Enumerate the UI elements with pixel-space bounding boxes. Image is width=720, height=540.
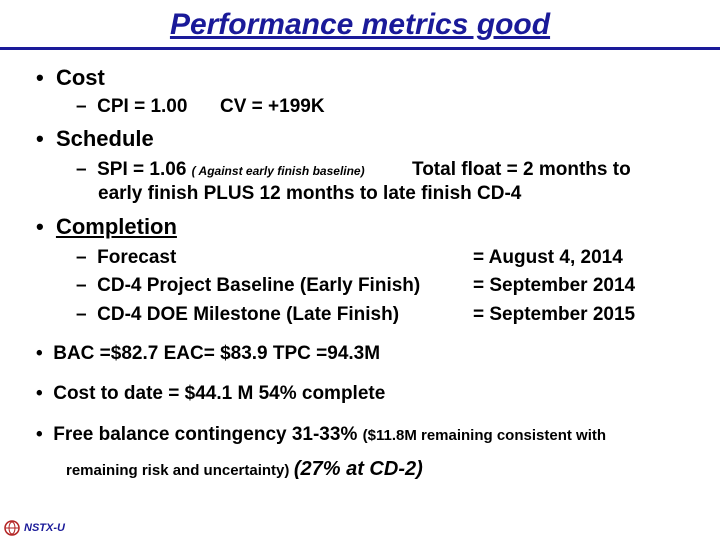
contingency-note-2: remaining risk and uncertainty) [66, 462, 290, 479]
bac-bullet: • BAC =$82.7 EAC= $83.9 TPC =94.3M [36, 343, 381, 364]
completion-row-label: Forecast [97, 247, 177, 268]
spi-note: ( Against early finish baseline) [191, 164, 365, 178]
slide-title: Performance metrics good [169, 8, 551, 41]
completion-row-forecast: – Forecast [76, 247, 177, 268]
logo-text: NSTX-U [24, 522, 65, 534]
spi-item: – SPI = 1.06 ( Against early finish base… [76, 159, 365, 180]
title-divider [0, 47, 720, 50]
contingency-note-1: ($11.8M remaining consistent with [362, 427, 607, 444]
cpi-item: – CPI = 1.00 [76, 96, 188, 117]
contingency-bullet: • Free balance contingency 31-33% ($11.8… [36, 424, 607, 445]
completion-row-label: CD-4 Project Baseline (Early Finish) [97, 275, 421, 296]
completion-row-baseline: – CD-4 Project Baseline (Early Finish) [76, 275, 421, 296]
completion-row-label: CD-4 DOE Milestone (Late Finish) [97, 304, 400, 325]
contingency-text: Free balance contingency 31-33% [53, 424, 358, 445]
cost-bullet: • Cost [36, 65, 105, 90]
schedule-bullet: • Schedule [36, 126, 154, 151]
completion-row-value: = September 2014 [473, 275, 636, 296]
cpi-text: CPI = 1.00 [97, 96, 188, 117]
completion-row-value: = August 4, 2014 [473, 247, 623, 268]
float-line-2: early finish PLUS 12 months to late fini… [98, 183, 522, 204]
contingency-line-2: remaining risk and uncertainty) (27% at … [66, 458, 423, 481]
float-line-1: Total float = 2 months to [412, 159, 631, 180]
completion-bullet: • Completion [36, 214, 177, 239]
cv-text: CV = +199K [220, 96, 325, 117]
schedule-heading: Schedule [55, 126, 154, 151]
contingency-cd2: (27% at CD-2) [293, 458, 423, 480]
completion-heading: Completion [55, 214, 177, 239]
nstx-emblem-icon [4, 520, 20, 536]
cost-to-date-bullet: • Cost to date = $44.1 M 54% complete [36, 383, 386, 404]
completion-row-value: = September 2015 [473, 304, 636, 325]
cost-heading: Cost [55, 65, 105, 90]
completion-row-milestone: – CD-4 DOE Milestone (Late Finish) [76, 304, 400, 325]
spi-text: SPI = 1.06 [97, 159, 187, 180]
bac-text: BAC =$82.7 EAC= $83.9 TPC =94.3M [53, 343, 381, 364]
nstx-logo: NSTX-U [4, 520, 65, 536]
cost-to-date-text: Cost to date = $44.1 M 54% complete [53, 383, 386, 404]
